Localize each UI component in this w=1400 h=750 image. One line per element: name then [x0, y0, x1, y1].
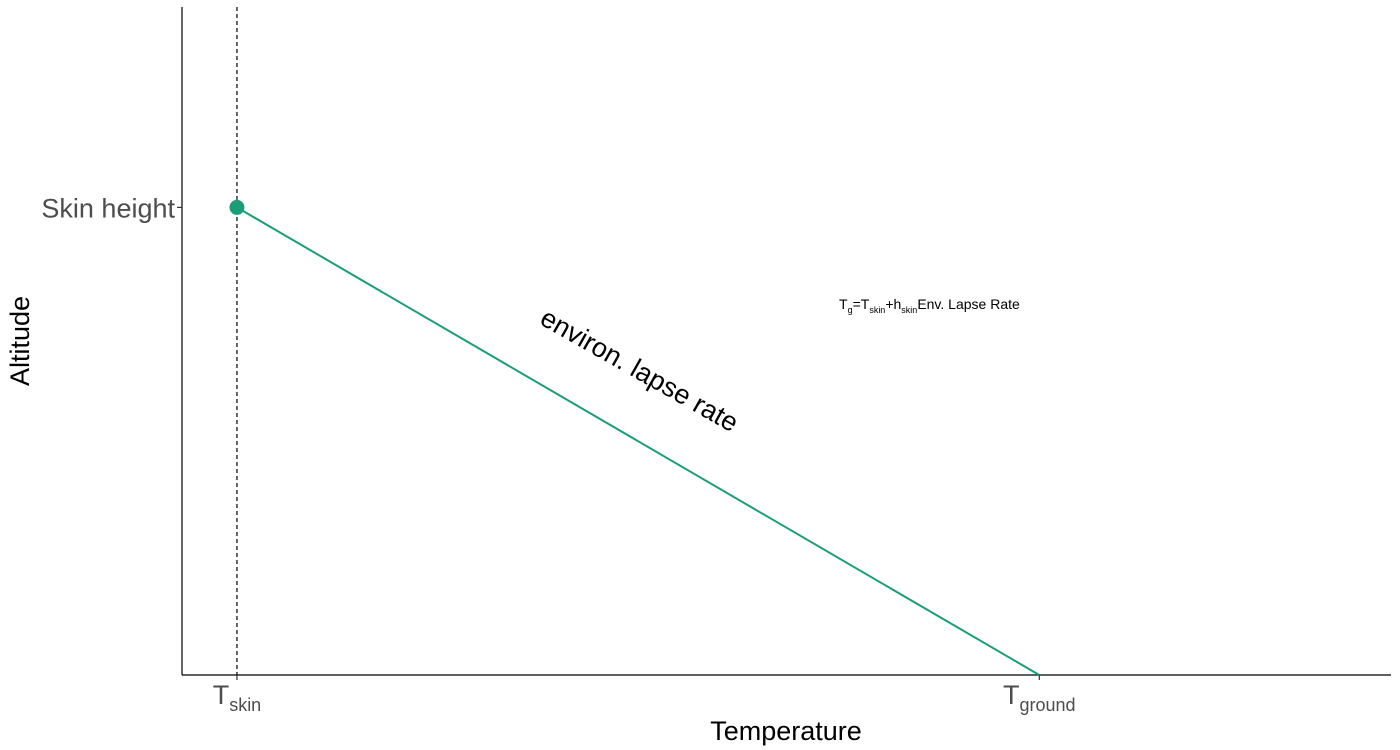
x-tick-label-ground: Tground	[1003, 680, 1076, 715]
x-axis-title: Temperature	[710, 716, 862, 746]
lapse-rate-line-0	[236, 206, 1040, 676]
lapse-rate-annotation: environ. lapse rate	[535, 302, 743, 437]
x-tick-label-skin: Tskin	[213, 680, 262, 715]
ground-temperature-formula: Tg=Tskin+hskinEnv. Lapse Rate	[839, 296, 1020, 315]
skin-height-point	[229, 199, 245, 215]
y-tick-label-skin-height: Skin height	[41, 193, 175, 223]
y-axis-title: Altitude	[5, 296, 35, 386]
